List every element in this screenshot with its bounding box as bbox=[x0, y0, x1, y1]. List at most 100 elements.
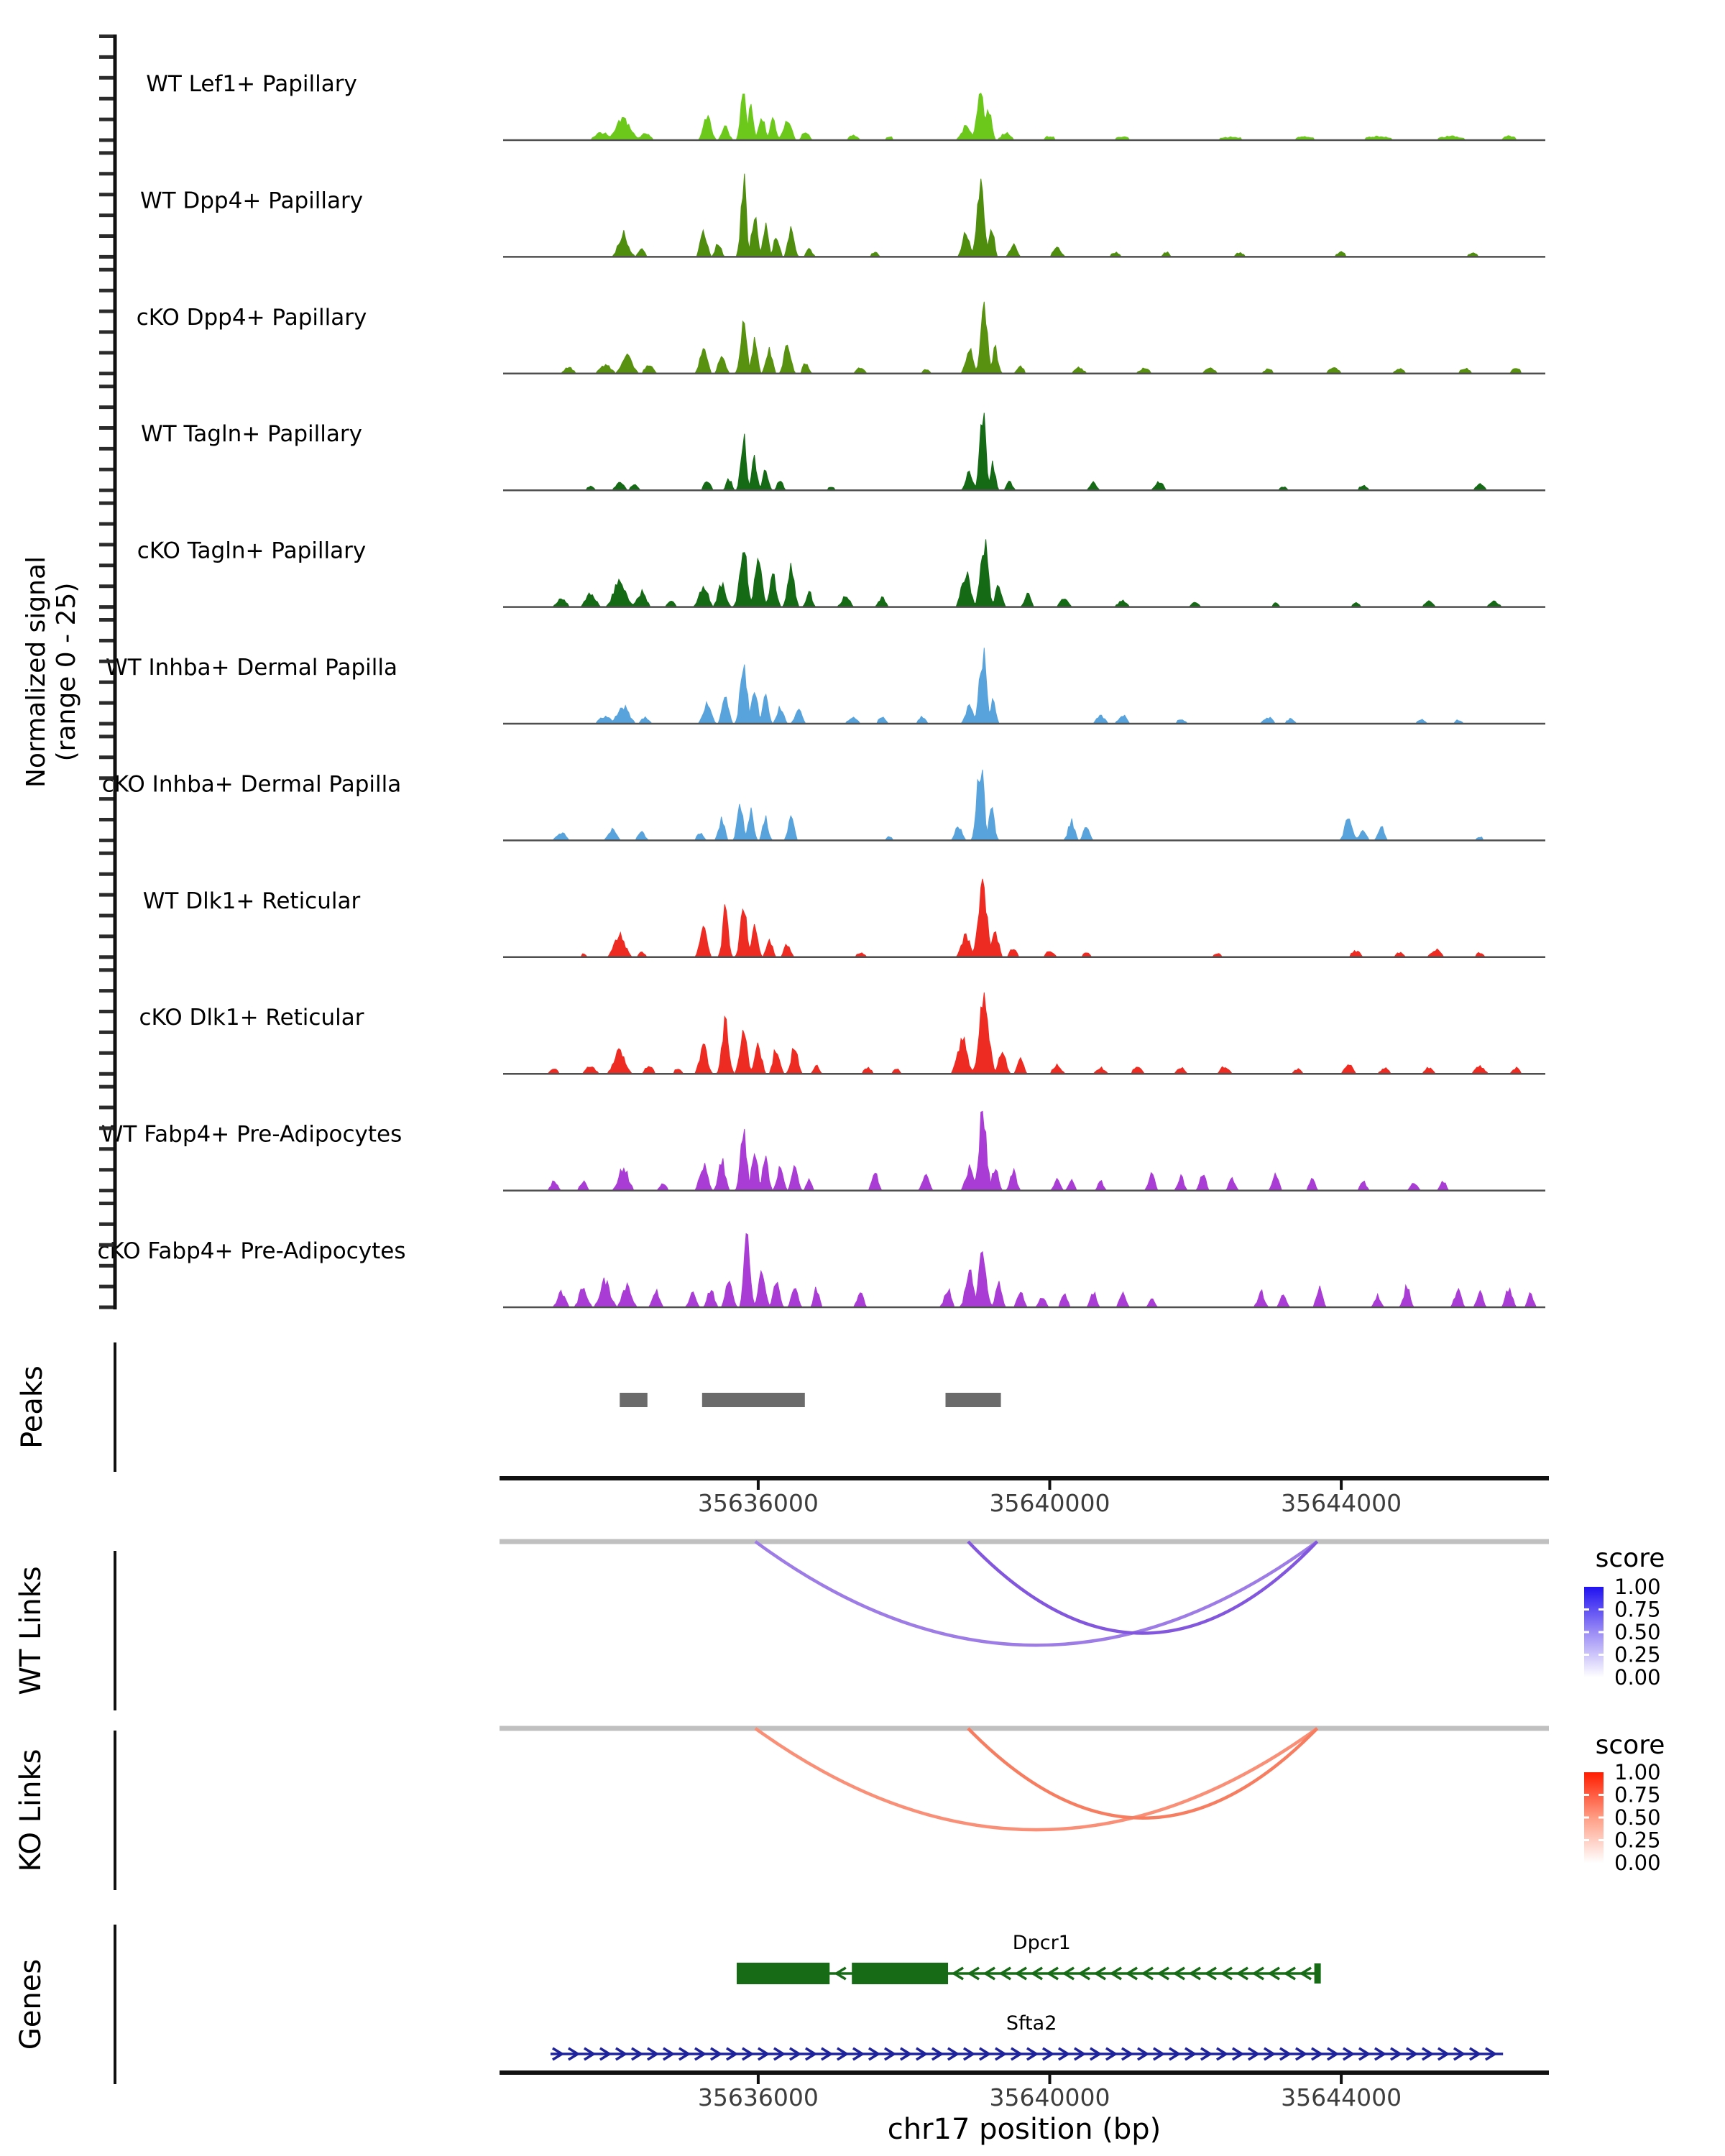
signal-track: WT Inhba+ Dermal Papilla bbox=[99, 618, 1545, 726]
right-strand-chevron bbox=[804, 2047, 818, 2061]
right-strand-chevron bbox=[1041, 2047, 1055, 2061]
right-strand-chevron bbox=[1294, 2047, 1308, 2061]
ko-score-legend-title: score bbox=[1596, 1731, 1665, 1760]
left-strand-chevron bbox=[1267, 1966, 1280, 1981]
score-tick-label: 0.00 bbox=[1614, 1665, 1661, 1690]
gene-model: Dpcr1 bbox=[736, 1932, 1321, 1984]
peak-interval bbox=[702, 1393, 805, 1407]
genomic-axis: 35636000 35640000 35644000 bbox=[500, 2070, 1549, 2111]
right-strand-chevron bbox=[1358, 2047, 1371, 2061]
signal-track: WT Fabp4+ Pre-Adipocytes bbox=[99, 1084, 1545, 1193]
score-tick-label: 0.25 bbox=[1614, 1828, 1661, 1853]
right-strand-chevron bbox=[899, 2047, 913, 2061]
right-strand-chevron bbox=[931, 2047, 944, 2061]
gene-exon bbox=[852, 1963, 949, 1984]
peaks-section-label: Peaks bbox=[16, 1365, 49, 1449]
genomic-axis: 35636000 35640000 35644000 bbox=[500, 1476, 1549, 1517]
signal-track: WT Tagln+ Papillary bbox=[99, 384, 1545, 492]
track-label: cKO Inhba+ Dermal Papilla bbox=[102, 771, 402, 797]
track-label: WT Tagln+ Papillary bbox=[141, 421, 362, 447]
right-strand-chevron bbox=[694, 2047, 707, 2061]
link-arc bbox=[754, 1540, 1318, 1647]
coverage-area bbox=[503, 539, 1545, 608]
axis-tick-label: 35640000 bbox=[990, 2083, 1110, 2111]
axes-layer: 35636000 35640000 35644000 35636000 35640000… bbox=[113, 34, 1549, 2111]
signal-track: cKO Dlk1+ Reticular bbox=[99, 968, 1545, 1076]
left-strand-chevron bbox=[1077, 1966, 1090, 1981]
left-strand-chevron bbox=[1125, 1966, 1138, 1981]
left-strand-chevron bbox=[1236, 1966, 1248, 1981]
y-axis-label-line1: Normalized signal bbox=[22, 556, 51, 788]
score-tick-label: 0.00 bbox=[1614, 1851, 1661, 1875]
left-strand-chevron bbox=[1141, 1966, 1154, 1981]
score-legend: 1.000.750.500.250.00 bbox=[1584, 1575, 1661, 1690]
right-strand-chevron bbox=[709, 2047, 723, 2061]
signal-track: cKO Fabp4+ Pre-Adipocytes bbox=[98, 1202, 1545, 1309]
right-strand-chevron bbox=[662, 2047, 676, 2061]
track-label: WT Lef1+ Papillary bbox=[146, 71, 357, 97]
left-strand-chevron bbox=[1188, 1966, 1201, 1981]
left-strand-chevron bbox=[1283, 1966, 1296, 1981]
wt-score-legend-title: score bbox=[1596, 1544, 1665, 1573]
right-strand-chevron bbox=[615, 2047, 628, 2061]
right-strand-chevron bbox=[1326, 2047, 1340, 2061]
track-label: WT Inhba+ Dermal Papilla bbox=[106, 655, 397, 681]
left-strand-chevron bbox=[1030, 1966, 1043, 1981]
gene-name-label: Dpcr1 bbox=[1013, 1932, 1071, 1954]
right-strand-chevron bbox=[1453, 2047, 1466, 2061]
links-panel bbox=[500, 1726, 1549, 1832]
score-tick-label: 0.50 bbox=[1614, 1805, 1661, 1830]
score-legend: 1.000.750.500.250.00 bbox=[1584, 1760, 1661, 1875]
signal-track: cKO Tagln+ Papillary bbox=[99, 501, 1545, 609]
left-strand-chevron bbox=[1299, 1966, 1312, 1981]
right-strand-chevron bbox=[551, 2047, 565, 2061]
right-strand-chevron bbox=[1342, 2047, 1356, 2061]
track-label: WT Dlk1+ Reticular bbox=[143, 888, 361, 914]
right-strand-chevron bbox=[994, 2047, 1008, 2061]
left-strand-chevron bbox=[1046, 1966, 1059, 1981]
coverage-area bbox=[503, 92, 1545, 141]
signal-track: cKO Dpp4+ Papillary bbox=[99, 267, 1545, 376]
coverage-area bbox=[503, 769, 1545, 841]
right-strand-chevron bbox=[788, 2047, 802, 2061]
track-label: cKO Dlk1+ Reticular bbox=[139, 1005, 364, 1031]
signal-track: WT Dpp4+ Papillary bbox=[99, 151, 1545, 259]
left-strand-chevron bbox=[1109, 1966, 1122, 1981]
gene-exon bbox=[736, 1963, 830, 1984]
link-arc bbox=[967, 1540, 1319, 1635]
right-strand-chevron bbox=[820, 2047, 834, 2061]
coverage-area bbox=[503, 1110, 1545, 1192]
left-strand-chevron bbox=[1251, 1966, 1264, 1981]
coverage-area bbox=[503, 413, 1545, 491]
right-strand-chevron bbox=[630, 2047, 644, 2061]
right-strand-chevron bbox=[868, 2047, 881, 2061]
right-strand-chevron bbox=[1184, 2047, 1197, 2061]
right-strand-chevron bbox=[1073, 2047, 1087, 2061]
gene-name-label: Sfta2 bbox=[1006, 2012, 1057, 2035]
score-tick-label: 1.00 bbox=[1614, 1760, 1661, 1784]
left-strand-chevron bbox=[1062, 1966, 1075, 1981]
coverage-area bbox=[503, 301, 1545, 374]
right-strand-chevron bbox=[1136, 2047, 1150, 2061]
track-label: WT Dpp4+ Papillary bbox=[140, 188, 363, 213]
coverage-area bbox=[503, 878, 1545, 958]
gene-model: Sfta2 bbox=[550, 2012, 1504, 2061]
right-strand-chevron bbox=[836, 2047, 850, 2061]
right-strand-chevron bbox=[1215, 2047, 1229, 2061]
right-strand-chevron bbox=[773, 2047, 786, 2061]
genes-section-label: Genes bbox=[14, 1959, 47, 2050]
right-strand-chevron bbox=[1247, 2047, 1261, 2061]
right-strand-chevron bbox=[1263, 2047, 1276, 2061]
right-strand-chevron bbox=[1121, 2047, 1134, 2061]
peaks-layer bbox=[620, 1393, 1001, 1407]
axis-tick-label: 35636000 bbox=[698, 1489, 819, 1517]
signal-track: WT Lef1+ Papillary bbox=[99, 34, 1545, 142]
right-strand-chevron bbox=[741, 2047, 755, 2061]
gene-terminal-exon bbox=[1314, 1963, 1321, 1984]
right-strand-chevron bbox=[757, 2047, 770, 2061]
genes-layer: Dpcr1 Sfta2 bbox=[550, 1932, 1504, 2061]
left-strand-chevron bbox=[967, 1966, 980, 1981]
coverage-area bbox=[503, 992, 1545, 1075]
left-strand-chevron bbox=[1172, 1966, 1185, 1981]
